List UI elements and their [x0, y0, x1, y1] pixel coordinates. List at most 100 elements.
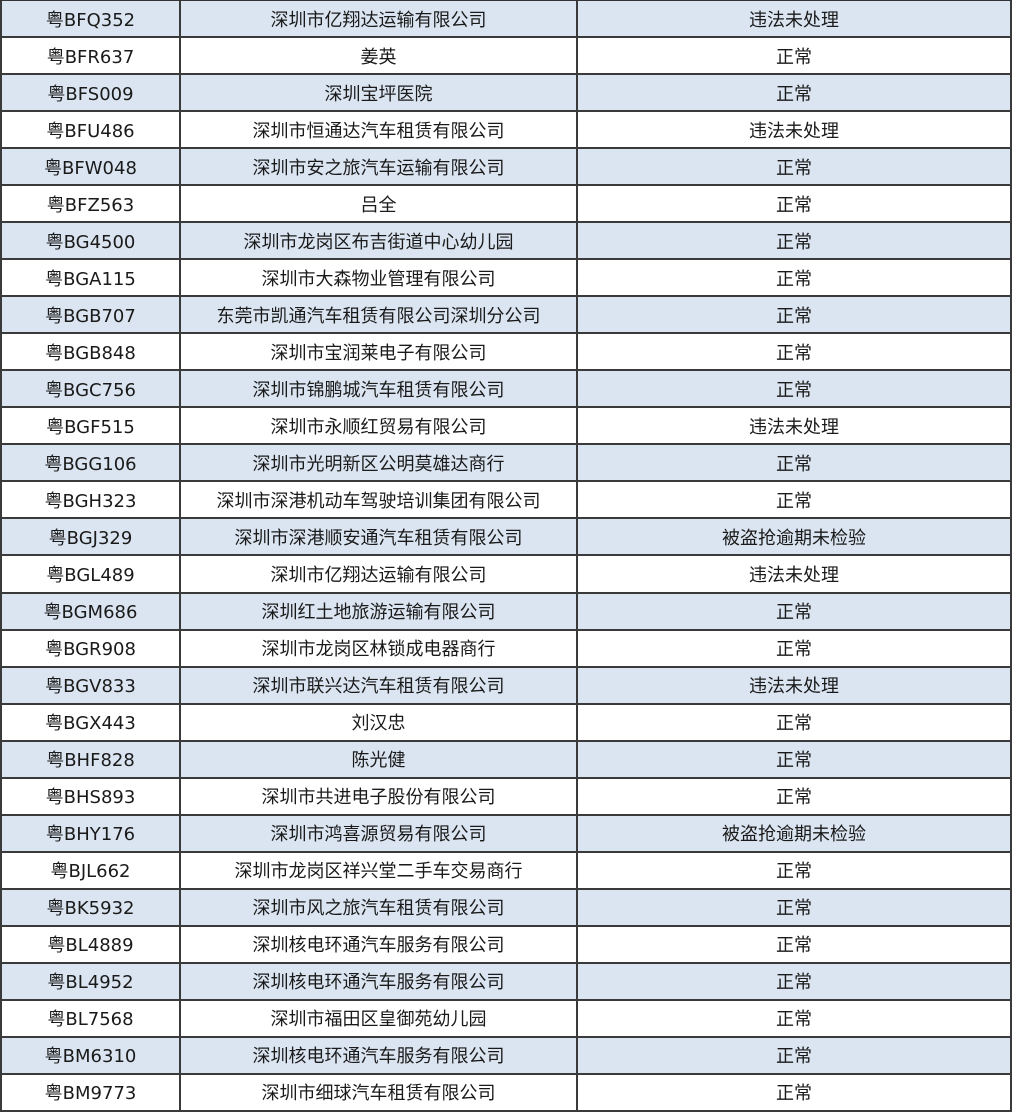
plate-cell: 粤BL4889 [0, 926, 181, 962]
plate-cell: 粤BL7568 [0, 1000, 181, 1036]
status-cell: 正常 [578, 889, 1012, 925]
owner-cell: 深圳市永顺红贸易有限公司 [181, 408, 578, 444]
table-row: 粤BJL662 深圳市龙岗区祥兴堂二手车交易商行 正常 [0, 852, 1012, 890]
status-cell: 正常 [578, 704, 1012, 740]
table-row: 粤BHY176 深圳市鸿喜源贸易有限公司 被盗抢逾期未检验 [0, 815, 1012, 853]
table-row: 粤BK5932 深圳市风之旅汽车租赁有限公司 正常 [0, 889, 1012, 927]
plate-cell: 粤BFR637 [0, 38, 181, 74]
plate-cell: 粤BGM686 [0, 593, 181, 629]
table-row: 粤BGF515 深圳市永顺红贸易有限公司 违法未处理 [0, 408, 1012, 446]
table-row: 粤BGX443 刘汉忠 正常 [0, 704, 1012, 742]
table-row: 粤BGM686 深圳红土地旅游运输有限公司 正常 [0, 593, 1012, 631]
status-cell: 违法未处理 [578, 1, 1012, 37]
plate-cell: 粤BGL489 [0, 556, 181, 592]
status-cell: 正常 [578, 926, 1012, 962]
owner-cell: 深圳市共进电子股份有限公司 [181, 778, 578, 814]
plate-cell: 粤BHY176 [0, 815, 181, 851]
status-cell: 正常 [578, 186, 1012, 222]
plate-cell: 粤BHS893 [0, 778, 181, 814]
status-cell: 正常 [578, 334, 1012, 370]
owner-cell: 深圳市深港顺安通汽车租赁有限公司 [181, 519, 578, 555]
status-cell: 被盗抢逾期未检验 [578, 519, 1012, 555]
plate-cell: 粤BG4500 [0, 223, 181, 259]
table-row: 粤BGV833 深圳市联兴达汽车租赁有限公司 违法未处理 [0, 667, 1012, 705]
status-cell: 违法未处理 [578, 112, 1012, 148]
owner-cell: 陈光健 [181, 741, 578, 777]
plate-cell: 粤BFU486 [0, 112, 181, 148]
table-row: 粤BHS893 深圳市共进电子股份有限公司 正常 [0, 778, 1012, 816]
table-row: 粤BGB707 东莞市凯通汽车租赁有限公司深圳分公司 正常 [0, 297, 1012, 335]
owner-cell: 深圳市亿翔达运输有限公司 [181, 556, 578, 592]
status-cell: 违法未处理 [578, 408, 1012, 444]
plate-cell: 粤BGX443 [0, 704, 181, 740]
table-row: 粤BGG106 深圳市光明新区公明莫雄达商行 正常 [0, 445, 1012, 483]
table-row: 粤BGL489 深圳市亿翔达运输有限公司 违法未处理 [0, 556, 1012, 594]
table-row: 粤BFU486 深圳市恒通达汽车租赁有限公司 违法未处理 [0, 112, 1012, 150]
owner-cell: 深圳市龙岗区林锁成电器商行 [181, 630, 578, 666]
plate-cell: 粤BGJ329 [0, 519, 181, 555]
owner-cell: 深圳宝坪医院 [181, 75, 578, 111]
status-cell: 正常 [578, 1037, 1012, 1073]
owner-cell: 深圳市深港机动车驾驶培训集团有限公司 [181, 482, 578, 518]
owner-cell: 深圳市风之旅汽车租赁有限公司 [181, 889, 578, 925]
owner-cell: 深圳市龙岗区布吉街道中心幼儿园 [181, 223, 578, 259]
plate-cell: 粤BGF515 [0, 408, 181, 444]
plate-cell: 粤BFZ563 [0, 186, 181, 222]
status-cell: 违法未处理 [578, 667, 1012, 703]
owner-cell: 刘汉忠 [181, 704, 578, 740]
owner-cell: 深圳核电环通汽车服务有限公司 [181, 926, 578, 962]
status-cell: 正常 [578, 38, 1012, 74]
table-row: 粤BGC756 深圳市锦鹏城汽车租赁有限公司 正常 [0, 371, 1012, 409]
status-cell: 正常 [578, 630, 1012, 666]
table-row: 粤BM6310 深圳核电环通汽车服务有限公司 正常 [0, 1037, 1012, 1075]
status-cell: 正常 [578, 223, 1012, 259]
owner-cell: 东莞市凯通汽车租赁有限公司深圳分公司 [181, 297, 578, 333]
table-row: 粤BHF828 陈光健 正常 [0, 741, 1012, 779]
plate-cell: 粤BGR908 [0, 630, 181, 666]
plate-cell: 粤BM9773 [0, 1074, 181, 1110]
plate-cell: 粤BFW048 [0, 149, 181, 185]
status-cell: 正常 [578, 852, 1012, 888]
table-row: 粤BFW048 深圳市安之旅汽车运输有限公司 正常 [0, 149, 1012, 187]
table-row: 粤BFR637 姜英 正常 [0, 38, 1012, 76]
table-row: 粤BGB848 深圳市宝润莱电子有限公司 正常 [0, 334, 1012, 372]
status-cell: 被盗抢逾期未检验 [578, 815, 1012, 851]
owner-cell: 深圳市光明新区公明莫雄达商行 [181, 445, 578, 481]
owner-cell: 深圳市福田区皇御苑幼儿园 [181, 1000, 578, 1036]
owner-cell: 深圳市龙岗区祥兴堂二手车交易商行 [181, 852, 578, 888]
plate-cell: 粤BGA115 [0, 260, 181, 296]
table-row: 粤BGH323 深圳市深港机动车驾驶培训集团有限公司 正常 [0, 482, 1012, 520]
plate-cell: 粤BFS009 [0, 75, 181, 111]
table-row: 粤BFZ563 吕全 正常 [0, 186, 1012, 224]
plate-cell: 粤BK5932 [0, 889, 181, 925]
owner-cell: 深圳红土地旅游运输有限公司 [181, 593, 578, 629]
owner-cell: 深圳市亿翔达运输有限公司 [181, 1, 578, 37]
owner-cell: 深圳市大森物业管理有限公司 [181, 260, 578, 296]
plate-cell: 粤BGH323 [0, 482, 181, 518]
plate-cell: 粤BGB848 [0, 334, 181, 370]
status-cell: 正常 [578, 1074, 1012, 1110]
status-cell: 正常 [578, 963, 1012, 999]
status-cell: 正常 [578, 445, 1012, 481]
table-row: 粤BL4952 深圳核电环通汽车服务有限公司 正常 [0, 963, 1012, 1001]
table-row: 粤BGR908 深圳市龙岗区林锁成电器商行 正常 [0, 630, 1012, 668]
table-row: 粤BG4500 深圳市龙岗区布吉街道中心幼儿园 正常 [0, 223, 1012, 261]
status-cell: 正常 [578, 482, 1012, 518]
owner-cell: 深圳市锦鹏城汽车租赁有限公司 [181, 371, 578, 407]
owner-cell: 深圳市细球汽车租赁有限公司 [181, 1074, 578, 1110]
owner-cell: 深圳市鸿喜源贸易有限公司 [181, 815, 578, 851]
plate-cell: 粤BJL662 [0, 852, 181, 888]
table-row: 粤BL4889 深圳核电环通汽车服务有限公司 正常 [0, 926, 1012, 964]
owner-cell: 深圳核电环通汽车服务有限公司 [181, 963, 578, 999]
status-cell: 正常 [578, 371, 1012, 407]
status-cell: 正常 [578, 778, 1012, 814]
table-row: 粤BL7568 深圳市福田区皇御苑幼儿园 正常 [0, 1000, 1012, 1038]
table-row: 粤BM9773 深圳市细球汽车租赁有限公司 正常 [0, 1074, 1012, 1112]
status-cell: 正常 [578, 75, 1012, 111]
table-row: 粤BGJ329 深圳市深港顺安通汽车租赁有限公司 被盗抢逾期未检验 [0, 519, 1012, 557]
status-cell: 正常 [578, 297, 1012, 333]
plate-cell: 粤BGG106 [0, 445, 181, 481]
status-cell: 正常 [578, 1000, 1012, 1036]
plate-cell: 粤BHF828 [0, 741, 181, 777]
